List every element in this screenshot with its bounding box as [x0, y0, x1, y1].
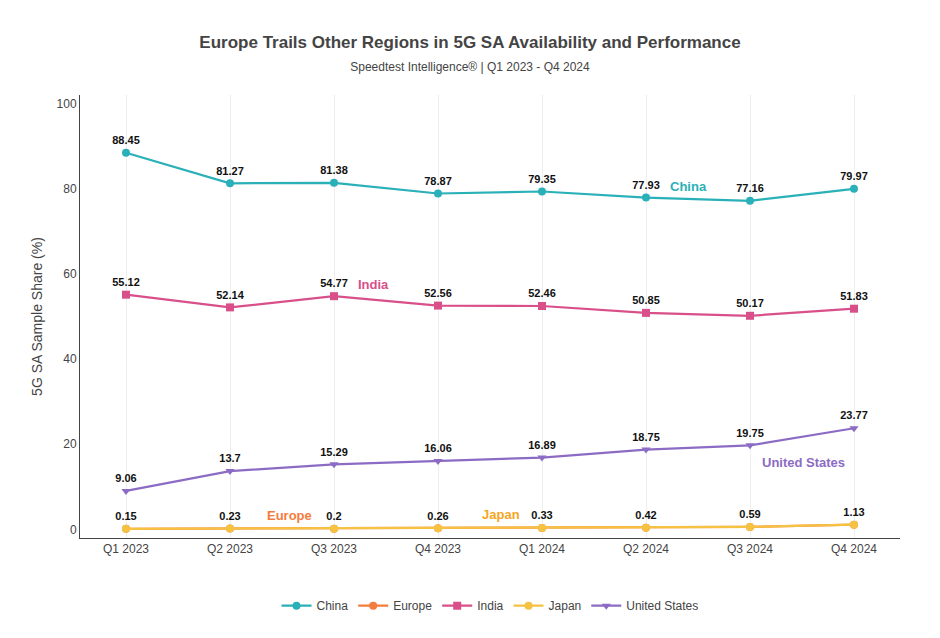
- svg-text:Speedtest Intelligence® | Q1 2: Speedtest Intelligence® | Q1 2023 - Q4 2…: [350, 60, 590, 74]
- svg-text:0.33: 0.33: [531, 509, 552, 521]
- svg-text:0: 0: [70, 523, 77, 537]
- svg-text:15.29: 15.29: [320, 446, 348, 458]
- svg-text:China: China: [670, 179, 707, 194]
- svg-text:13.7: 13.7: [219, 452, 240, 464]
- svg-text:50.85: 50.85: [632, 294, 660, 306]
- svg-text:Japan: Japan: [482, 507, 520, 522]
- svg-text:Japan: Japan: [549, 599, 582, 613]
- svg-text:0.23: 0.23: [219, 510, 240, 522]
- svg-text:1.13: 1.13: [843, 506, 864, 518]
- svg-text:19.75: 19.75: [736, 427, 764, 439]
- svg-text:79.35: 79.35: [528, 173, 556, 185]
- svg-text:16.89: 16.89: [528, 439, 556, 451]
- svg-text:India: India: [477, 599, 503, 613]
- svg-text:16.06: 16.06: [424, 442, 452, 454]
- svg-text:55.12: 55.12: [112, 276, 140, 288]
- svg-text:Europe: Europe: [393, 599, 432, 613]
- svg-text:40: 40: [63, 352, 77, 366]
- svg-text:United States: United States: [626, 599, 698, 613]
- svg-text:60: 60: [63, 267, 77, 281]
- svg-text:0.26: 0.26: [427, 510, 448, 522]
- svg-text:77.93: 77.93: [632, 179, 660, 191]
- svg-text:0.59: 0.59: [739, 508, 760, 520]
- svg-text:77.16: 77.16: [736, 182, 764, 194]
- svg-text:51.83: 51.83: [840, 290, 868, 302]
- svg-text:52.46: 52.46: [528, 287, 556, 299]
- svg-text:China: China: [317, 599, 349, 613]
- svg-text:Q3 2024: Q3 2024: [727, 542, 773, 556]
- svg-text:0.2: 0.2: [326, 510, 341, 522]
- svg-text:Q4 2024: Q4 2024: [831, 542, 877, 556]
- svg-text:88.45: 88.45: [112, 134, 140, 146]
- svg-text:78.87: 78.87: [424, 175, 452, 187]
- svg-text:Europe Trails Other Regions in: Europe Trails Other Regions in 5G SA Ava…: [199, 33, 740, 52]
- svg-text:100: 100: [57, 97, 77, 111]
- svg-text:23.77: 23.77: [840, 409, 868, 421]
- svg-text:Q2 2023: Q2 2023: [207, 542, 253, 556]
- svg-text:Europe: Europe: [267, 508, 312, 523]
- svg-text:50.17: 50.17: [736, 297, 764, 309]
- svg-text:0.42: 0.42: [635, 509, 656, 521]
- svg-text:81.38: 81.38: [320, 164, 348, 176]
- svg-text:India: India: [358, 277, 389, 292]
- svg-text:79.97: 79.97: [840, 170, 868, 182]
- svg-text:Q4 2023: Q4 2023: [415, 542, 461, 556]
- svg-text:52.56: 52.56: [424, 287, 452, 299]
- svg-text:9.06: 9.06: [115, 472, 136, 484]
- svg-text:20: 20: [63, 437, 77, 451]
- svg-text:United States: United States: [762, 455, 845, 470]
- svg-text:52.14: 52.14: [216, 289, 244, 301]
- svg-text:Q1 2024: Q1 2024: [519, 542, 565, 556]
- svg-text:Q3 2023: Q3 2023: [311, 542, 357, 556]
- svg-text:Q1 2023: Q1 2023: [103, 542, 149, 556]
- svg-text:54.77: 54.77: [320, 277, 348, 289]
- svg-text:80: 80: [63, 182, 77, 196]
- svg-text:18.75: 18.75: [632, 431, 660, 443]
- svg-text:Q2 2024: Q2 2024: [623, 542, 669, 556]
- svg-text:0.15: 0.15: [115, 510, 136, 522]
- svg-text:81.27: 81.27: [216, 165, 244, 177]
- svg-text:5G SA Sample Share (%): 5G SA Sample Share (%): [29, 237, 45, 396]
